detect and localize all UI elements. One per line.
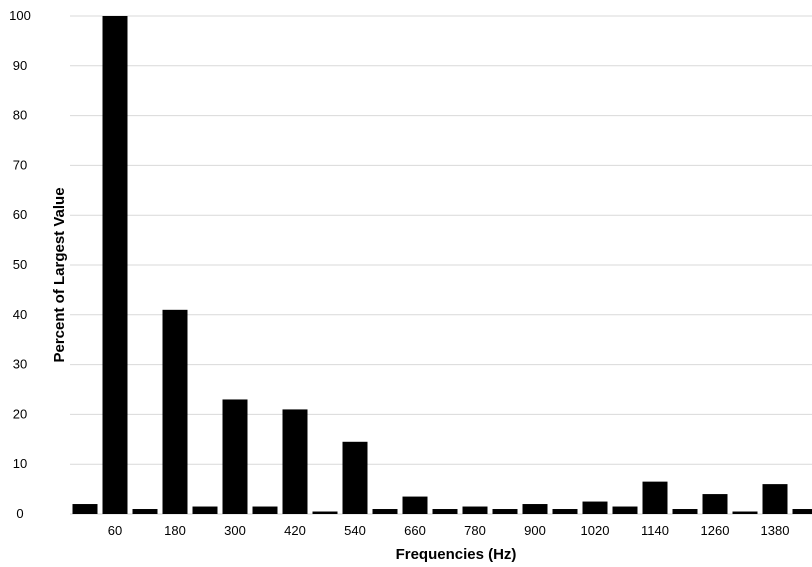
y-tick-label: 80 [13,108,27,123]
y-tick-label: 50 [13,257,27,272]
y-tick-label: 10 [13,456,27,471]
bar-1020 [582,501,608,514]
bar-660 [402,496,428,514]
y-tick-label: 20 [13,406,27,421]
x-tick-label: 1380 [761,523,790,538]
x-tick-label: 60 [108,523,122,538]
bar-540 [342,441,368,514]
bar-1380 [762,484,788,514]
bar-1320 [732,511,758,514]
x-tick-label: 540 [344,523,366,538]
bar-1200 [672,509,698,514]
bar-240 [192,506,218,514]
bar-720 [432,509,458,514]
bar-840 [492,509,518,514]
bar-900 [522,504,548,514]
y-tick-label: 100 [9,8,31,23]
bars [72,16,812,514]
x-tick-label: 1140 [641,523,669,538]
bar-120 [132,509,158,514]
bar-1260 [702,494,728,514]
y-tick-label: 30 [13,357,27,372]
bar-180 [162,309,188,514]
bar-960 [552,509,578,514]
bar-360 [252,506,278,514]
x-tick-label: 180 [164,523,186,538]
y-tick-label: 60 [13,207,27,222]
bar-420 [282,409,308,514]
bar-300 [222,399,248,514]
bar-480 [312,511,338,514]
bar-1080 [612,506,638,514]
x-tick-label: 300 [224,523,246,538]
x-axis-title: Frequencies (Hz) [396,546,517,563]
y-tick-label: 70 [13,157,27,172]
x-tick-label: 1260 [701,523,730,538]
bar-600 [372,509,398,514]
bar-1140 [642,481,668,514]
y-tick-labels: 0 10 20 30 40 50 60 70 80 90 100 [9,8,31,521]
y-tick-label: 90 [13,58,27,73]
x-tick-label: 900 [524,523,546,538]
x-tick-label: 420 [284,523,306,538]
x-tick-labels: 60 180 300 420 540 660 780 900 1020 1140 1260 1380 [108,523,790,538]
y-tick-label: 0 [16,506,23,521]
bar-60 [102,16,128,514]
x-tick-label: 1020 [581,523,610,538]
bar-1440 [792,509,812,514]
y-tick-label: 40 [13,307,27,322]
x-tick-label: 780 [464,523,486,538]
x-tick-label: 660 [404,523,426,538]
y-axis-title: Percent of Largest Value [51,187,68,362]
bar-780 [462,506,488,514]
bar-0 [72,504,98,514]
gridlines [70,15,812,515]
